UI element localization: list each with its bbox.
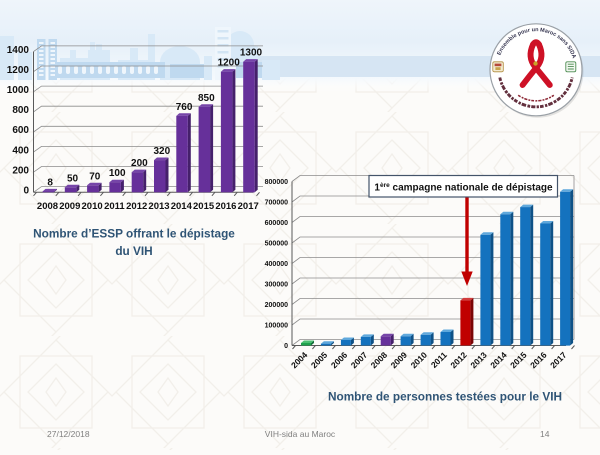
svg-text:200000: 200000 <box>265 302 288 309</box>
svg-text:100: 100 <box>109 168 126 179</box>
svg-text:Nombre d’ESSP offrant le dépis: Nombre d’ESSP offrant le dépistage <box>33 227 235 241</box>
svg-text:2015: 2015 <box>193 201 215 212</box>
svg-text:0: 0 <box>23 186 29 197</box>
svg-text:300000: 300000 <box>265 282 288 289</box>
svg-text:760: 760 <box>176 102 193 113</box>
svg-text:1400: 1400 <box>7 45 30 56</box>
svg-text:500000: 500000 <box>265 241 288 248</box>
svg-text:600: 600 <box>12 125 29 136</box>
svg-text:2011: 2011 <box>104 201 125 212</box>
svg-text:50: 50 <box>67 173 79 184</box>
svg-text:100000: 100000 <box>265 323 288 330</box>
svg-text:2009: 2009 <box>59 201 80 212</box>
svg-text:800000: 800000 <box>265 179 288 186</box>
svg-text:1300: 1300 <box>240 48 263 59</box>
svg-text:2010: 2010 <box>82 201 103 212</box>
svg-text:2008: 2008 <box>37 201 58 212</box>
svg-text:Nombre de personnes testées po: Nombre de personnes testées pour le VIH <box>328 390 562 404</box>
svg-text:400000: 400000 <box>265 261 288 268</box>
svg-text:1200: 1200 <box>218 58 241 69</box>
svg-text:200: 200 <box>131 158 148 169</box>
svg-text:2017: 2017 <box>238 201 259 212</box>
svg-text:14: 14 <box>540 429 550 439</box>
svg-text:du VIH: du VIH <box>115 244 152 258</box>
svg-text:400: 400 <box>12 145 29 156</box>
svg-text:0: 0 <box>284 343 288 350</box>
svg-text:70: 70 <box>89 171 101 182</box>
svg-text:320: 320 <box>153 146 170 157</box>
svg-text:600000: 600000 <box>265 220 288 227</box>
svg-text:1000: 1000 <box>7 85 30 96</box>
svg-text:27/12/2018: 27/12/2018 <box>47 429 90 439</box>
svg-text:1ère campagne nationale de dép: 1ère campagne nationale de dépistage <box>374 182 553 194</box>
svg-text:1200: 1200 <box>7 65 30 76</box>
svg-text:700000: 700000 <box>265 200 288 207</box>
svg-text:2016: 2016 <box>215 201 236 212</box>
svg-text:850: 850 <box>198 93 215 104</box>
svg-text:2013: 2013 <box>148 201 169 212</box>
svg-text:200: 200 <box>12 165 29 176</box>
svg-text:8: 8 <box>47 178 53 189</box>
svg-text:2014: 2014 <box>171 201 193 212</box>
svg-text:800: 800 <box>12 105 29 116</box>
svg-text:VIH-sida au Maroc: VIH-sida au Maroc <box>265 429 336 439</box>
svg-text:2012: 2012 <box>126 201 147 212</box>
